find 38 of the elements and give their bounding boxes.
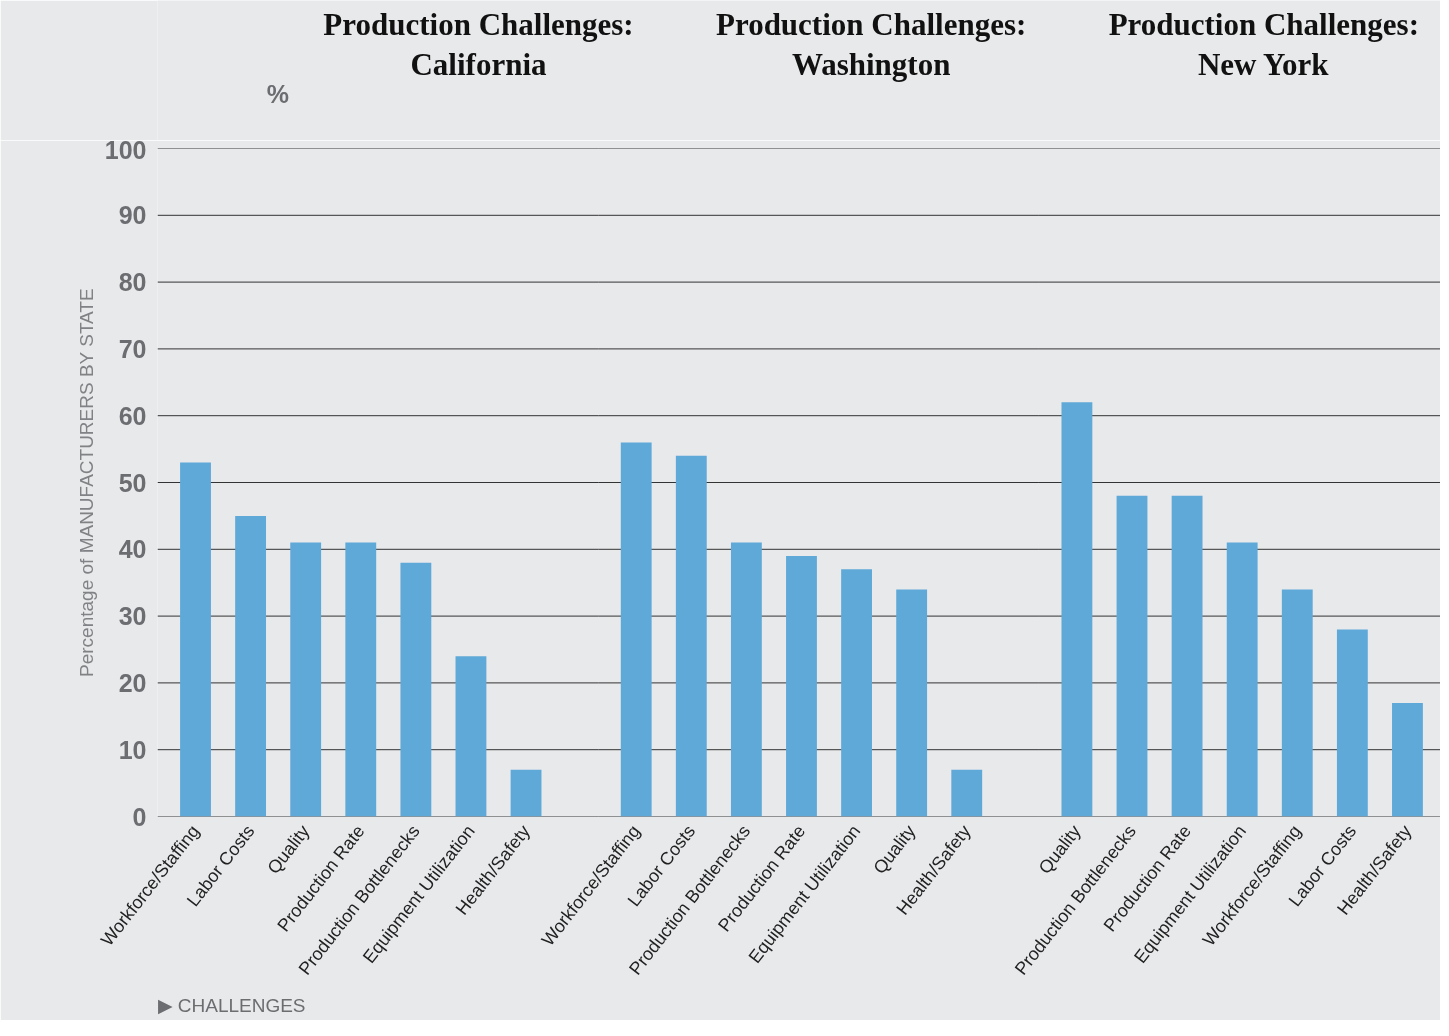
y-tick-label: 60: [118, 401, 147, 430]
text: %: [266, 79, 289, 108]
y-tick-label: 100: [104, 135, 147, 164]
bar: [1171, 495, 1203, 817]
y-tick-label: 90: [118, 201, 147, 230]
bar: [841, 569, 872, 817]
bar: [180, 462, 211, 817]
bar: [730, 542, 762, 817]
y-tick-label: 80: [118, 268, 147, 297]
bar: [951, 769, 983, 817]
y-tick-label: 40: [118, 535, 147, 564]
y-tick-label: 20: [118, 668, 147, 697]
y-tick-label: 50: [118, 468, 147, 497]
bar: [1336, 629, 1368, 817]
bar: [675, 455, 707, 817]
bar: [400, 562, 432, 817]
bar: [1281, 589, 1313, 817]
y-tick-label: 30: [118, 602, 147, 631]
bar: [896, 589, 928, 817]
chart-title: Production Challenges: New York: [1108, 6, 1419, 82]
bar: [290, 542, 322, 817]
bar: [235, 515, 267, 817]
bar: [620, 442, 652, 817]
bar: [345, 542, 377, 817]
x-axis-title: ▶ CHALLENGES: [157, 994, 306, 1016]
chart-title: Production Challenges: Washington: [716, 6, 1027, 82]
bar: [510, 769, 542, 817]
y-tick-label: 0: [132, 802, 147, 831]
bar: [786, 555, 817, 817]
y-tick-label: 70: [118, 334, 147, 363]
bar: [1392, 702, 1423, 817]
bar: [1226, 542, 1258, 817]
bar: [455, 656, 487, 817]
chart-title: Production Challenges: California: [323, 6, 634, 82]
y-tick-label: 10: [118, 735, 147, 764]
bar: [1061, 402, 1093, 817]
bar: [1116, 495, 1148, 817]
y-axis-title: Percentage of MANUFACTURERS BY STATE: [75, 288, 97, 677]
